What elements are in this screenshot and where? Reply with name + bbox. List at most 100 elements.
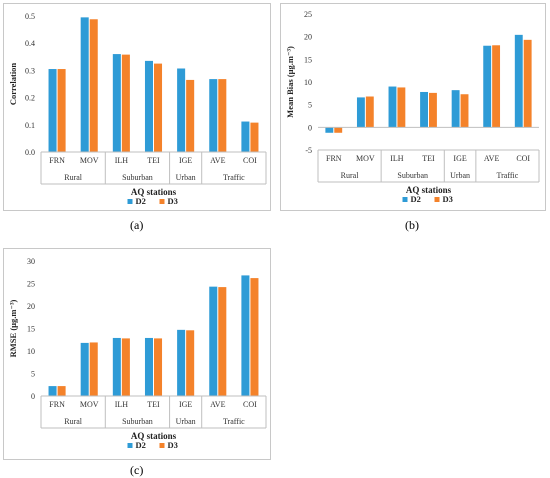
bar-d2-ilh	[388, 86, 397, 128]
y-tick-label: 0	[31, 392, 35, 401]
legend-swatch-d3	[159, 199, 165, 204]
rmse-chart: 0 5 10 15 20 25 30 FRN MOV ILH TEI IGE AVE COI Rural Su…	[8, 257, 267, 450]
y-tick-label: 20	[304, 33, 312, 42]
group-label-urban: Urban	[450, 171, 470, 180]
y-tick-label: 0.2	[25, 94, 35, 103]
bar-d3-mov	[365, 96, 374, 128]
y-tick-label: -5	[305, 146, 312, 155]
group-label-traffic: Traffic	[497, 171, 519, 180]
y-tick-label: 15	[27, 325, 35, 334]
category-label-ige: IGE	[179, 156, 192, 165]
bar-d2-frn	[48, 386, 57, 396]
legend-label-d3: D3	[168, 440, 178, 450]
bar-d2-ave	[209, 286, 218, 396]
category-label-frn: FRN	[49, 156, 65, 165]
category-label-tei: TEI	[147, 400, 160, 409]
group-label-suburban: Suburban	[122, 417, 153, 426]
legend-swatch-d2	[402, 197, 408, 202]
y-tick-label: 0.0	[25, 148, 35, 157]
bar-d3-ige	[186, 79, 195, 152]
bar-d2-ige	[177, 68, 186, 152]
group-label-traffic: Traffic	[223, 417, 245, 426]
bar-d3-ave	[218, 79, 227, 152]
y-tick-label: 5	[31, 370, 35, 379]
y-tick-label: 15	[304, 55, 312, 64]
bar-d3-tei	[429, 92, 437, 128]
bar-d3-coi	[523, 39, 532, 128]
bar-d3-ige	[460, 94, 469, 128]
y-axis-title: RMSE (µg.m⁻³)	[8, 299, 18, 357]
category-label-ige: IGE	[179, 400, 192, 409]
y-tick-label: 25	[304, 10, 312, 19]
bar-d3-frn	[334, 127, 343, 133]
category-label-ilh: ILH	[115, 156, 129, 165]
bar-d2-coi	[514, 34, 523, 128]
category-label-ave: AVE	[210, 400, 226, 409]
bar-d2-ave	[209, 79, 218, 152]
legend-swatch-d3	[159, 443, 165, 448]
category-label-coi: COI	[516, 154, 530, 163]
bar-d2-mov	[80, 17, 89, 152]
bar-d2-ave	[483, 45, 492, 128]
bar-d2-ilh	[112, 337, 121, 396]
y-tick-label: 0	[308, 123, 312, 132]
caption-c: (c)	[130, 463, 144, 477]
group-label-rural: Rural	[64, 173, 83, 182]
y-tick-label: 5	[308, 101, 312, 110]
group-label-urban: Urban	[176, 417, 196, 426]
bar-d3-mov	[89, 19, 98, 152]
x-axis-title: AQ stations	[131, 187, 177, 197]
bar-d2-mov	[356, 97, 365, 128]
group-label-suburban: Suburban	[397, 171, 428, 180]
category-label-ave: AVE	[484, 154, 500, 163]
category-label-ilh: ILH	[115, 400, 129, 409]
category-label-mov: MOV	[80, 156, 99, 165]
category-label-ilh: ILH	[390, 154, 404, 163]
bar-d2-ige	[451, 90, 460, 128]
bar-d3-tei	[154, 338, 163, 396]
y-tick-label: 20	[27, 302, 35, 311]
legend-swatch-d2	[127, 443, 133, 448]
bar-d3-tei	[154, 63, 163, 152]
chart-panel-correlation: 0.0 0.1 0.2 0.3 0.4 0.5 FRN MOV ILH TEI IGE AVE COI R…	[3, 3, 271, 211]
bar-d3-coi	[250, 122, 259, 152]
bar-d3-coi	[250, 278, 259, 396]
y-tick-label: 0.4	[25, 39, 35, 48]
bar-d3-ave	[218, 287, 227, 396]
legend-label-d3: D3	[168, 196, 178, 206]
bar-d2-coi	[241, 275, 250, 396]
chart-panel-mean-bias: -5 0 5 10 15 20 25 FRN MOV ILH TEI IGE AVE COI Rural Su…	[280, 3, 546, 211]
group-label-suburban: Suburban	[122, 173, 153, 182]
y-tick-label: 0.3	[25, 66, 35, 75]
category-label-frn: FRN	[49, 400, 65, 409]
bar-d3-ilh	[121, 338, 130, 396]
y-axis-title: Correlation	[8, 63, 18, 106]
bar-d2-ilh	[112, 54, 121, 152]
y-tick-label: 10	[304, 78, 312, 87]
category-label-tei: TEI	[422, 154, 435, 163]
category-label-coi: COI	[243, 156, 257, 165]
bar-d3-frn	[57, 386, 66, 396]
legend-label-d2: D2	[411, 194, 421, 204]
correlation-chart: 0.0 0.1 0.2 0.3 0.4 0.5 FRN MOV ILH TEI IGE AVE COI R…	[8, 12, 267, 206]
mean-bias-chart: -5 0 5 10 15 20 25 FRN MOV ILH TEI IGE AVE COI Rural Su…	[285, 10, 540, 204]
y-tick-label: 25	[27, 280, 35, 289]
group-label-traffic: Traffic	[223, 173, 245, 182]
bar-d2-coi	[241, 121, 250, 152]
legend-swatch-d3	[434, 197, 440, 202]
x-axis-title: AQ stations	[131, 431, 177, 441]
category-label-tei: TEI	[147, 156, 160, 165]
bar-d2-tei	[144, 60, 153, 152]
category-label-mov: MOV	[80, 400, 99, 409]
bar-d3-mov	[89, 342, 98, 396]
bar-d2-frn	[325, 127, 334, 133]
category-label-frn: FRN	[326, 154, 342, 163]
bar-d2-mov	[80, 342, 89, 396]
category-label-coi: COI	[243, 400, 257, 409]
category-label-ige: IGE	[453, 154, 466, 163]
bar-d3-ige	[186, 330, 195, 396]
bar-d2-ige	[177, 329, 186, 396]
category-label-mov: MOV	[356, 154, 375, 163]
group-label-rural: Rural	[341, 171, 360, 180]
bar-d3-ave	[492, 45, 501, 128]
